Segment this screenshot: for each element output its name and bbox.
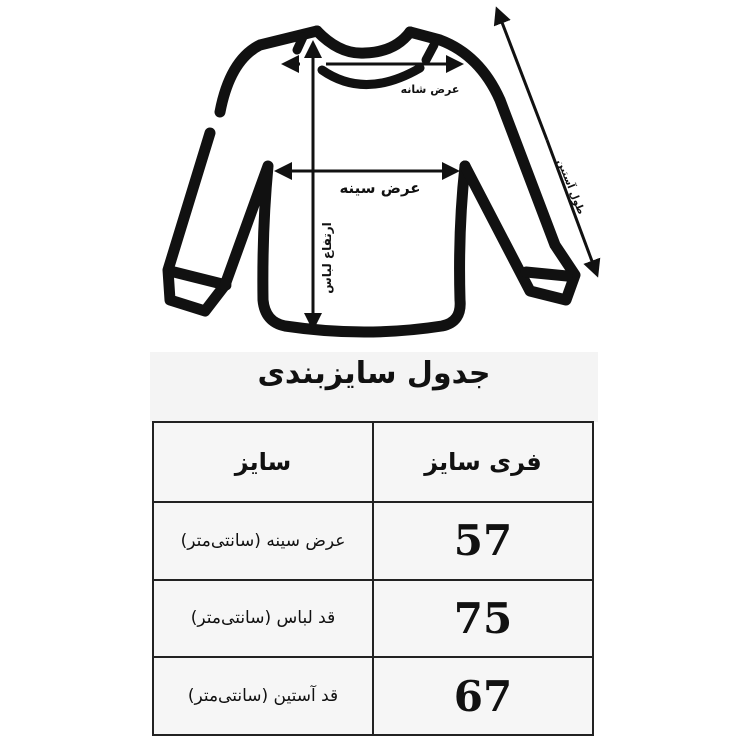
header-free-size: فری سایز xyxy=(372,421,594,503)
sweater-diagram: عرض شانه عرض سینه ارتفاع لباس طول آستین xyxy=(162,6,601,338)
size-chart-title: جدول سایزبندی xyxy=(257,356,491,391)
size-chart-table: فری سایز سایز 57 عرض سینه (سانتی‌متر) 75… xyxy=(152,421,594,736)
table-row: 75 قد لباس (سانتی‌متر) xyxy=(152,578,594,659)
chest-width-label: عرض سینه xyxy=(339,179,420,197)
garment-length-label: ارتفاع لباس xyxy=(320,222,334,294)
measure-arrows xyxy=(274,6,601,331)
header-size: سایز xyxy=(152,421,374,503)
table-header-row: فری سایز سایز xyxy=(152,421,594,503)
sleeve-length-arrow xyxy=(545,139,601,278)
label-cell: عرض سینه (سانتی‌متر) xyxy=(152,501,374,581)
inner-collar xyxy=(292,32,439,89)
shoulder-width-label: عرض شانه xyxy=(401,83,460,96)
title-band: جدول سایزبندی xyxy=(150,352,598,422)
value-cell: 67 xyxy=(372,656,594,736)
label-cell: قد لباس (سانتی‌متر) xyxy=(152,578,374,659)
table-row: 57 عرض سینه (سانتی‌متر) xyxy=(152,501,594,581)
sleeve-length-arrow xyxy=(493,6,549,141)
label-cell: قد آستین (سانتی‌متر) xyxy=(152,656,374,736)
value-cell: 75 xyxy=(372,578,594,659)
table-row: 67 قد آستین (سانتی‌متر) xyxy=(152,656,594,736)
sweater-outline xyxy=(162,25,581,338)
value-cell: 57 xyxy=(372,501,594,581)
